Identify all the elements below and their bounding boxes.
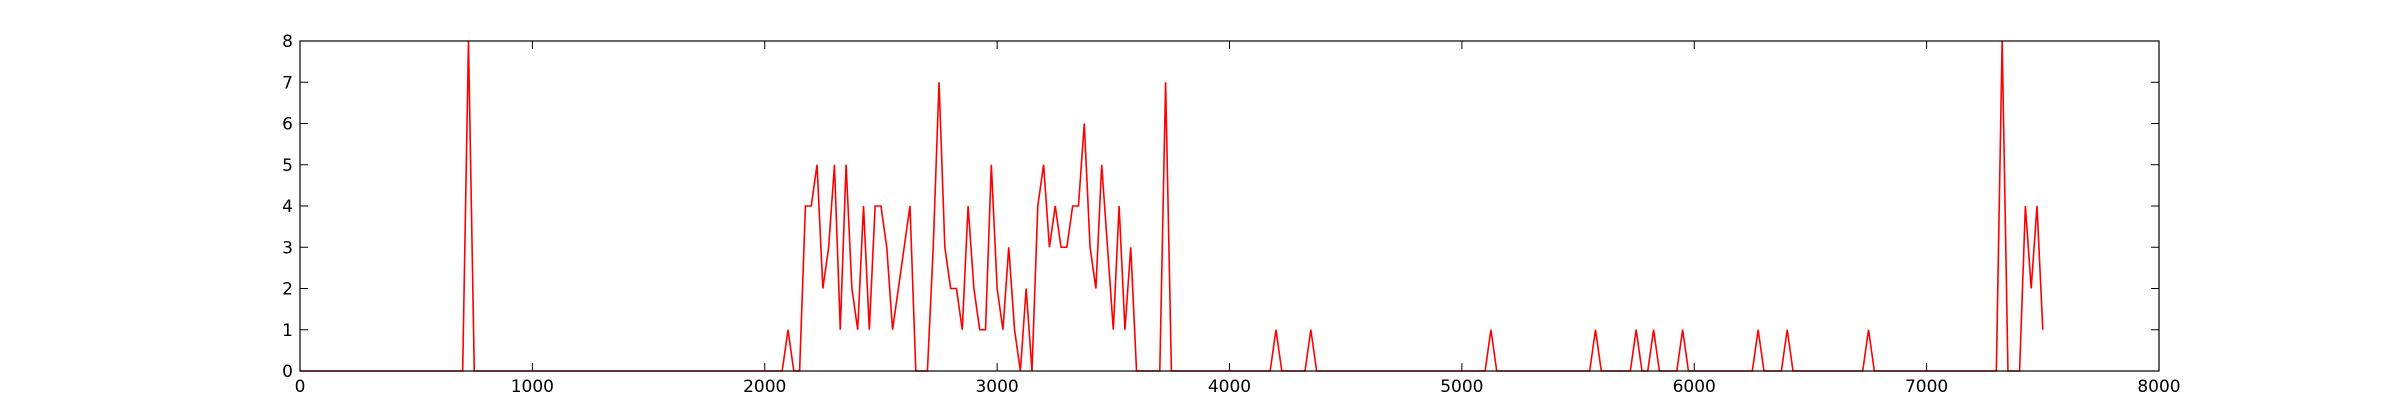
x-tick-label: 0 <box>295 377 306 397</box>
ticks-layer: 0 1000 2000 3000 4000 5000 6000 7000 8000 0 1 2 3 4 5 6… <box>282 32 2180 397</box>
x-tick-label: 5000 <box>1440 377 1483 397</box>
y-tick-label: 8 <box>282 32 293 52</box>
x-tick-label: 3000 <box>975 377 1018 397</box>
y-tick-label: 6 <box>282 115 293 135</box>
x-tick-label: 1000 <box>511 377 554 397</box>
y-tick-label: 1 <box>282 321 293 341</box>
x-tick-label: 8000 <box>2137 377 2180 397</box>
x-tick-label: 6000 <box>1673 377 1716 397</box>
plot-area <box>300 41 2159 371</box>
series-layer <box>300 40 2044 372</box>
y-tick-label: 4 <box>282 197 293 217</box>
y-tick-label: 2 <box>282 280 293 300</box>
y-tick-label: 5 <box>282 156 293 176</box>
x-tick-label: 7000 <box>1905 377 1948 397</box>
series-line-1 <box>300 40 2044 372</box>
y-tick-label: 0 <box>282 362 293 382</box>
y-tick-label: 3 <box>282 238 293 258</box>
x-tick-label: 4000 <box>1208 377 1251 397</box>
x-tick-label: 2000 <box>743 377 786 397</box>
y-tick-label: 7 <box>282 73 293 93</box>
